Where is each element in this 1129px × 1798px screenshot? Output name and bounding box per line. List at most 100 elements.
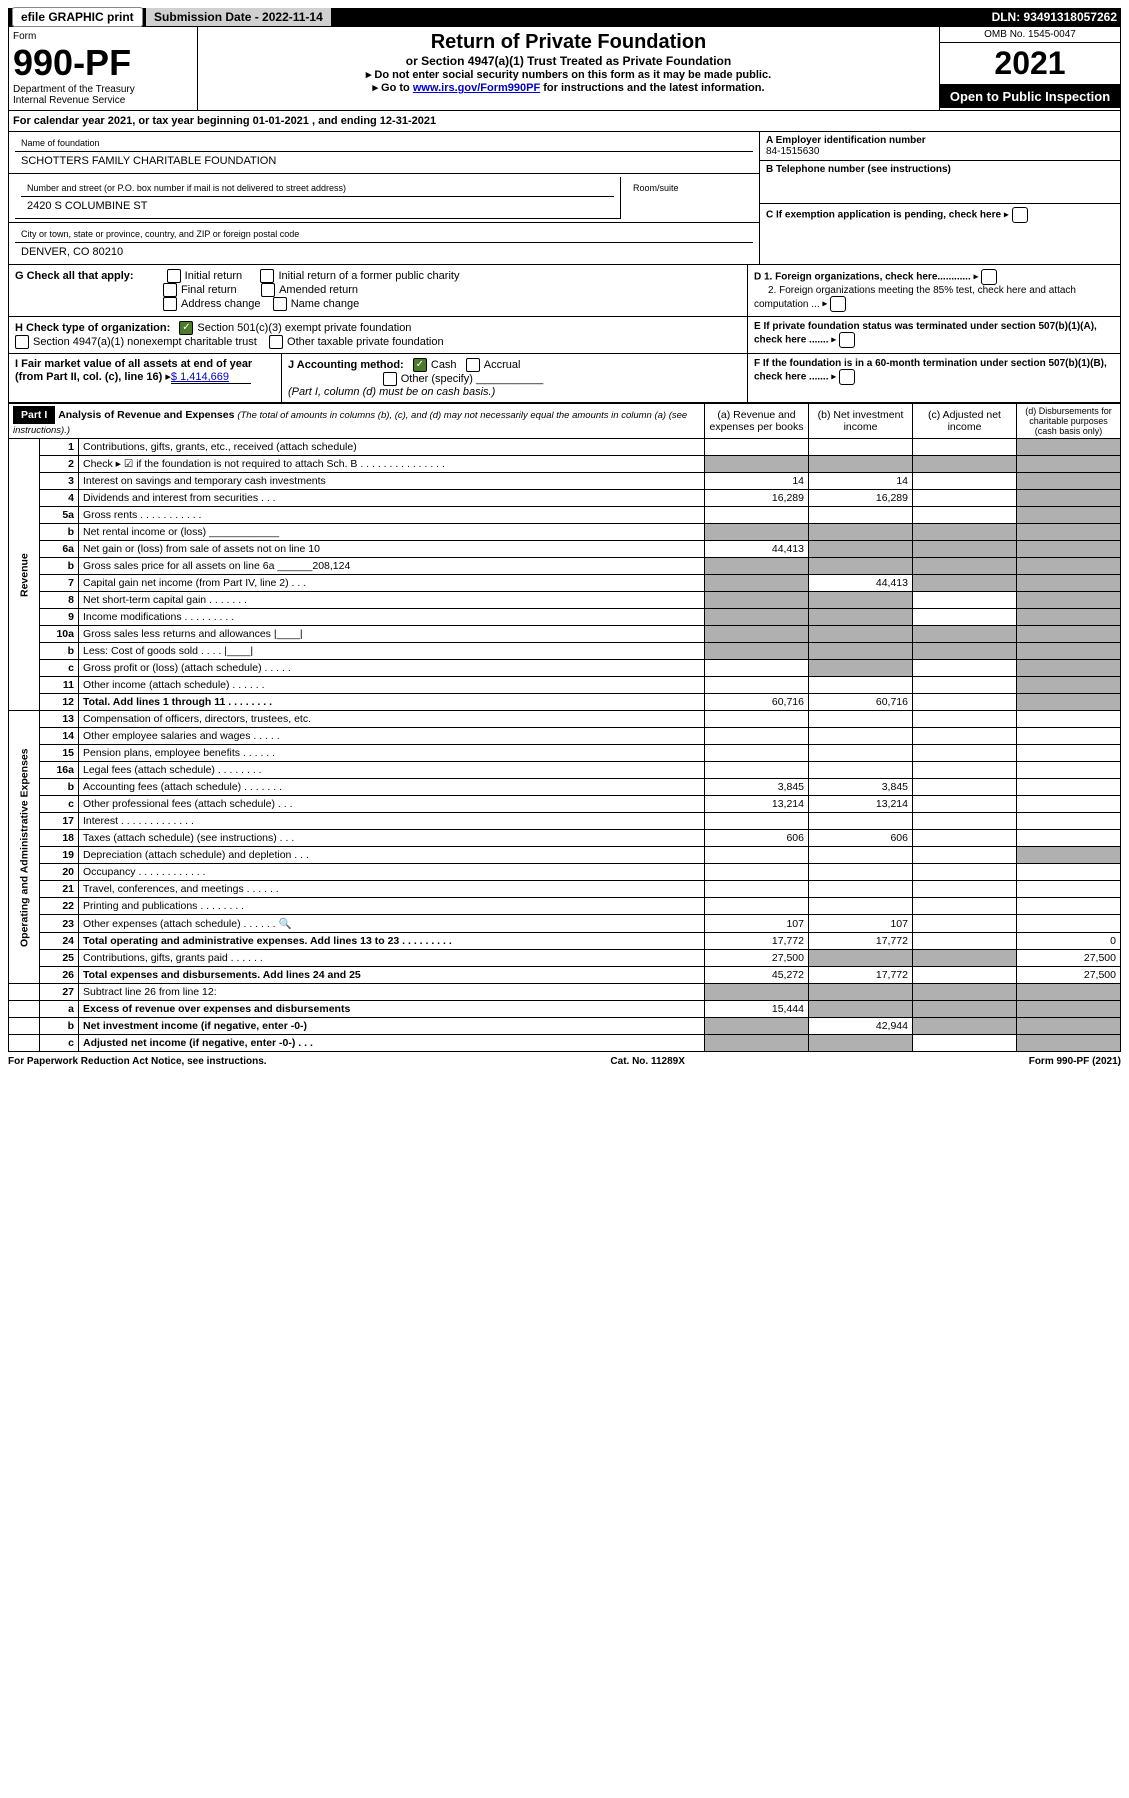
open-public: Open to Public Inspection <box>940 85 1120 108</box>
line-desc: Taxes (attach schedule) (see instruction… <box>79 830 705 847</box>
line-value <box>1017 796 1121 813</box>
line-value: 13,214 <box>705 796 809 813</box>
e-label: E If private foundation status was termi… <box>754 321 1097 346</box>
line-value <box>1017 898 1121 915</box>
calendar-year-row: For calendar year 2021, or tax year begi… <box>8 111 1121 132</box>
line-value: 17,772 <box>809 933 913 950</box>
line-desc: Net short-term capital gain . . . . . . … <box>79 592 705 609</box>
line-value: 3,845 <box>809 779 913 796</box>
amended-return-checkbox[interactable] <box>261 283 275 297</box>
line-desc: Interest on savings and temporary cash i… <box>79 473 705 490</box>
h-label: H Check type of organization: <box>15 322 170 334</box>
line-value <box>705 575 809 592</box>
line-number: b <box>40 558 79 575</box>
entity-block: Name of foundation SCHOTTERS FAMILY CHAR… <box>8 132 1121 265</box>
501c3-checkbox[interactable]: ✓ <box>179 321 193 335</box>
line-value <box>913 915 1017 933</box>
line-value <box>809 626 913 643</box>
line-value <box>1017 745 1121 762</box>
line-value <box>913 1001 1017 1018</box>
line-value <box>705 762 809 779</box>
form-title: Return of Private Foundation <box>202 31 935 54</box>
line-desc: Adjusted net income (if negative, enter … <box>79 1035 705 1052</box>
line-value <box>705 677 809 694</box>
h-row: H Check type of organization: ✓Section 5… <box>8 317 1121 354</box>
line-number: 1 <box>40 439 79 456</box>
line-number: a <box>40 1001 79 1018</box>
line-value <box>913 1035 1017 1052</box>
line-value <box>809 456 913 473</box>
line-value <box>913 984 1017 1001</box>
4947-checkbox[interactable] <box>15 335 29 349</box>
line-number: 4 <box>40 490 79 507</box>
initial-return-checkbox[interactable] <box>167 269 181 283</box>
f-label: F If the foundation is in a 60-month ter… <box>754 358 1107 383</box>
dept-label: Department of the Treasury Internal Reve… <box>13 84 193 106</box>
city-state-zip: DENVER, CO 80210 <box>15 243 753 261</box>
other-taxable-checkbox[interactable] <box>269 335 283 349</box>
line-value <box>913 711 1017 728</box>
initial-former-checkbox[interactable] <box>260 269 274 283</box>
j-label: J Accounting method: <box>288 359 404 371</box>
line-desc: Occupancy . . . . . . . . . . . . <box>79 864 705 881</box>
line-value: 15,444 <box>705 1001 809 1018</box>
line-value: 27,500 <box>1017 967 1121 984</box>
line-number: 23 <box>40 915 79 933</box>
line-desc: Interest . . . . . . . . . . . . . <box>79 813 705 830</box>
other-method-checkbox[interactable] <box>383 372 397 386</box>
line-value <box>809 1001 913 1018</box>
col-d-header: (d) Disbursements for charitable purpose… <box>1017 404 1121 439</box>
line-value <box>913 439 1017 456</box>
line-value <box>1017 881 1121 898</box>
efile-print-button[interactable]: efile GRAPHIC print <box>12 7 143 27</box>
line-value <box>913 881 1017 898</box>
line-value <box>913 796 1017 813</box>
cash-checkbox[interactable]: ✓ <box>413 358 427 372</box>
header-note2: ▸ Go to www.irs.gov/Form990PF for instru… <box>202 81 935 94</box>
d2-label: 2. Foreign organizations meeting the 85%… <box>754 285 1076 310</box>
line-value <box>809 507 913 524</box>
line-value <box>913 626 1017 643</box>
line-value <box>809 558 913 575</box>
line-number: 22 <box>40 898 79 915</box>
final-return-checkbox[interactable] <box>163 283 177 297</box>
line-value <box>1017 490 1121 507</box>
line-number: b <box>40 643 79 660</box>
line-value: 13,214 <box>809 796 913 813</box>
line-value: 42,944 <box>809 1018 913 1035</box>
line-value <box>809 762 913 779</box>
addr-label: Number and street (or P.O. box number if… <box>21 180 614 197</box>
line-value <box>913 762 1017 779</box>
line-number: 12 <box>40 694 79 711</box>
line-value <box>705 609 809 626</box>
paperwork-notice: For Paperwork Reduction Act Notice, see … <box>8 1056 267 1067</box>
line-value <box>913 677 1017 694</box>
fmv-value[interactable]: $ 1,414,669 <box>171 371 251 384</box>
line-value <box>1017 1001 1121 1018</box>
line-value <box>1017 728 1121 745</box>
line-value <box>1017 541 1121 558</box>
line-value <box>1017 609 1121 626</box>
irs-link[interactable]: www.irs.gov/Form990PF <box>413 82 540 94</box>
line-value <box>1017 558 1121 575</box>
line-desc: Total. Add lines 1 through 11 . . . . . … <box>79 694 705 711</box>
line-value <box>705 558 809 575</box>
header-note1: ▸ Do not enter social security numbers o… <box>202 68 935 81</box>
line-number: b <box>40 524 79 541</box>
line-value <box>913 728 1017 745</box>
line-value <box>809 524 913 541</box>
line-value <box>705 592 809 609</box>
name-change-checkbox[interactable] <box>273 297 287 311</box>
col-b-header: (b) Net investment income <box>809 404 913 439</box>
line-value <box>1017 456 1121 473</box>
line-value <box>913 558 1017 575</box>
accrual-checkbox[interactable] <box>466 358 480 372</box>
line-number: 20 <box>40 864 79 881</box>
line-number: b <box>40 1018 79 1035</box>
line-value <box>809 541 913 558</box>
line-value <box>705 864 809 881</box>
line-value <box>809 847 913 864</box>
tax-year: 2021 <box>940 43 1120 85</box>
street-address: 2420 S COLUMBINE ST <box>21 197 614 215</box>
address-change-checkbox[interactable] <box>163 297 177 311</box>
